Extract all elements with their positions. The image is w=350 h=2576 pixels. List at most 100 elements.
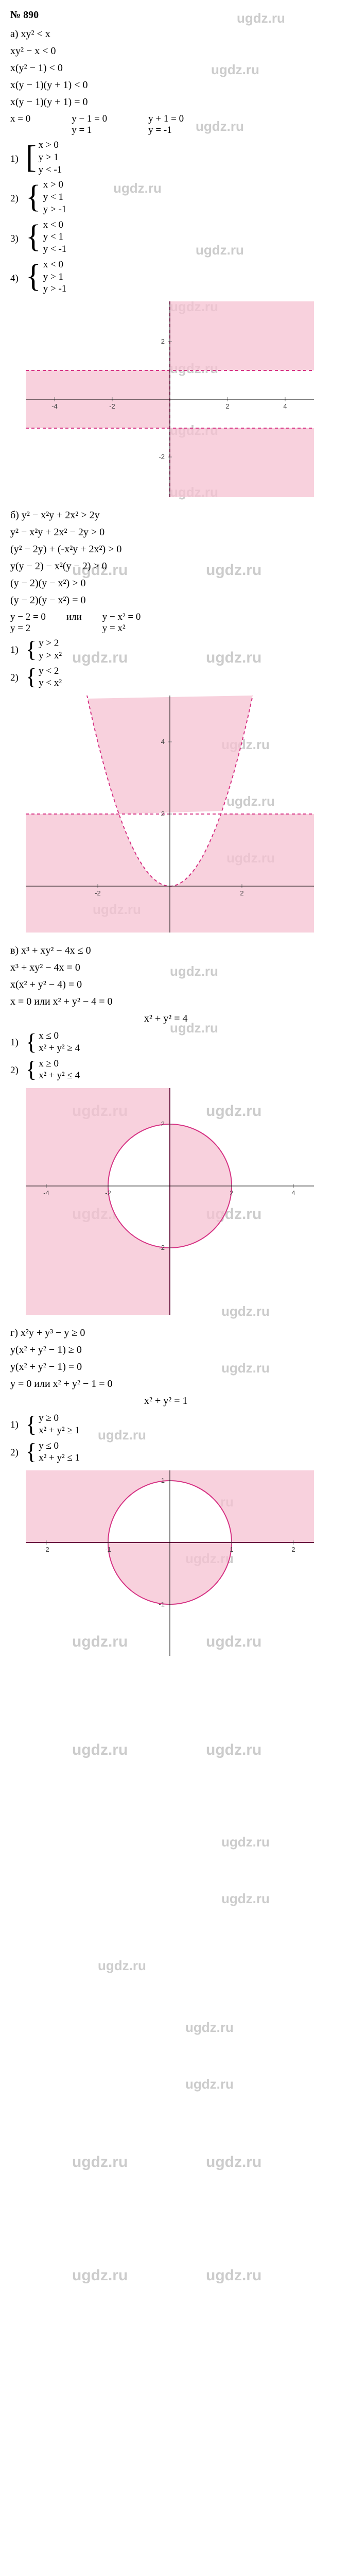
a-system-row: y > -1: [43, 204, 67, 216]
svg-text:2: 2: [161, 1120, 165, 1128]
a-root-y2b: y = -1: [148, 125, 184, 136]
watermark: ugdz.ru: [72, 2267, 128, 2284]
a-system-row: x < 0: [43, 219, 67, 231]
d-system-number: 1): [10, 1419, 26, 1437]
a-system-number: 1): [10, 154, 26, 176]
b-system-row: y > x²: [39, 650, 62, 662]
c-system-number: 2): [10, 1065, 26, 1082]
c-system-row: x² + y² ≤ 4: [39, 1070, 80, 1082]
a-system-row: y < 1: [43, 191, 67, 204]
c-step: x³ + xy² − 4x = 0: [10, 962, 340, 974]
svg-text:2: 2: [230, 1189, 233, 1197]
d-system-row: x² + y² ≤ 1: [39, 1452, 80, 1464]
d-system-row: x² + y² ≥ 1: [39, 1425, 80, 1437]
a-step: x(y² − 1) < 0: [10, 62, 340, 74]
a-root-y2a: y + 1 = 0: [148, 113, 184, 125]
chart-b: -2 2 2 4: [26, 696, 314, 933]
a-system-row: x > 0: [39, 139, 62, 151]
chart-a: -4-224-224: [26, 301, 314, 497]
a-system-row: y > -1: [43, 283, 67, 295]
watermark: ugdz.ru: [221, 1834, 270, 1850]
b-step: y(y − 2) − x²(y − 2) > 0: [10, 561, 340, 572]
watermark: ugdz.ru: [206, 2154, 261, 2171]
b-root-1b: y = 2: [10, 623, 46, 634]
a-system-row: y < -1: [39, 164, 62, 176]
b-step: (y² − 2y) + (-x²y + 2x²) > 0: [10, 544, 340, 555]
b-root-2b: y = x²: [102, 623, 141, 634]
d-system-number: 2): [10, 1447, 26, 1465]
brace-icon: {: [26, 639, 37, 660]
watermark: ugdz.ru: [206, 1741, 261, 1759]
c-roots-line: x = 0 или x² + y² − 4 = 0: [10, 996, 113, 1008]
d-roots-line: y = 0 или x² + y² − 1 = 0: [10, 1378, 113, 1390]
svg-text:2: 2: [240, 889, 243, 897]
b-step: y² − x²y + 2x² − 2y > 0: [10, 527, 340, 538]
brace-icon: {: [26, 1059, 37, 1080]
b-step: (y − 2)(y − x²) = 0: [10, 595, 340, 606]
d-system-row: y ≤ 0: [39, 1440, 80, 1452]
svg-text:2: 2: [291, 1546, 295, 1553]
brace-icon: {: [26, 667, 37, 687]
svg-text:-2: -2: [159, 453, 165, 461]
watermark: ugdz.ru: [206, 2267, 261, 2284]
b-system-number: 1): [10, 645, 26, 662]
svg-text:1: 1: [230, 1546, 233, 1553]
svg-text:-2: -2: [109, 402, 115, 410]
b-root-or: или: [66, 612, 82, 623]
b-system-number: 2): [10, 672, 26, 690]
svg-text:4: 4: [291, 1189, 295, 1197]
svg-text:2: 2: [225, 402, 229, 410]
c-roots-line2: x² + y² = 4: [144, 1013, 340, 1025]
b-system-row: y < 2: [39, 665, 62, 677]
svg-text:4: 4: [161, 738, 165, 745]
a-step: x(y − 1)(y + 1) < 0: [10, 79, 340, 91]
svg-text:2: 2: [161, 337, 165, 345]
b-step: (y − 2)(y − x²) > 0: [10, 578, 340, 589]
a-system-row: x < 0: [43, 259, 67, 271]
watermark: ugdz.ru: [185, 2020, 234, 2036]
part-b-label: б) y² − x²y + 2x² > 2y: [10, 510, 340, 521]
svg-text:-4: -4: [51, 402, 58, 410]
svg-text:-1: -1: [159, 1600, 165, 1608]
svg-text:-2: -2: [95, 889, 101, 897]
b-system-row: y > 2: [39, 637, 62, 650]
d-roots-line2: x² + y² = 1: [144, 1395, 340, 1407]
svg-text:-2: -2: [105, 1189, 111, 1197]
d-system-row: y ≥ 0: [39, 1412, 80, 1425]
a-system-row: y < 1: [43, 231, 67, 243]
brace-icon: [: [26, 143, 37, 172]
a-system-row: x > 0: [43, 179, 67, 191]
watermark: ugdz.ru: [221, 1891, 270, 1907]
watermark: ugdz.ru: [72, 2154, 128, 2171]
a-system-number: 3): [10, 233, 26, 256]
part-d-label: г) x²y + y³ − y ≥ 0: [10, 1327, 340, 1339]
a-system-number: 4): [10, 273, 26, 295]
c-system-row: x ≤ 0: [39, 1030, 80, 1042]
part-c-label: в) x³ + xy² − 4x ≤ 0: [10, 945, 340, 957]
c-system-number: 1): [10, 1037, 26, 1055]
c-system-row: x ≥ 0: [39, 1058, 80, 1070]
a-system-row: y > 1: [43, 271, 67, 283]
brace-icon: {: [26, 262, 41, 291]
b-root-1a: y − 2 = 0: [10, 612, 46, 623]
chart-c: -4 -2 2 4 -2 2: [26, 1088, 314, 1315]
a-system-row: y > 1: [39, 151, 62, 164]
brace-icon: {: [26, 1414, 37, 1435]
brace-icon: {: [26, 183, 41, 212]
svg-text:-2: -2: [159, 1244, 165, 1251]
watermark: ugdz.ru: [72, 1741, 128, 1759]
d-step: y(x² + y² − 1) = 0: [10, 1361, 340, 1373]
svg-text:-4: -4: [43, 1189, 49, 1197]
svg-text:2: 2: [161, 810, 165, 818]
brace-icon: {: [26, 1442, 37, 1462]
brace-icon: {: [26, 223, 41, 251]
c-step: x(x² + y² − 4) = 0: [10, 979, 340, 991]
a-step: x(y − 1)(y + 1) = 0: [10, 96, 340, 108]
svg-text:1: 1: [161, 1477, 165, 1484]
svg-text:-1: -1: [105, 1546, 111, 1553]
problem-number: № 890: [10, 9, 340, 21]
c-system-row: x² + y² ≥ 4: [39, 1042, 80, 1055]
a-system-row: y < -1: [43, 243, 67, 256]
watermark: ugdz.ru: [98, 1958, 146, 1974]
d-step: y(x² + y² − 1) ≥ 0: [10, 1344, 340, 1356]
